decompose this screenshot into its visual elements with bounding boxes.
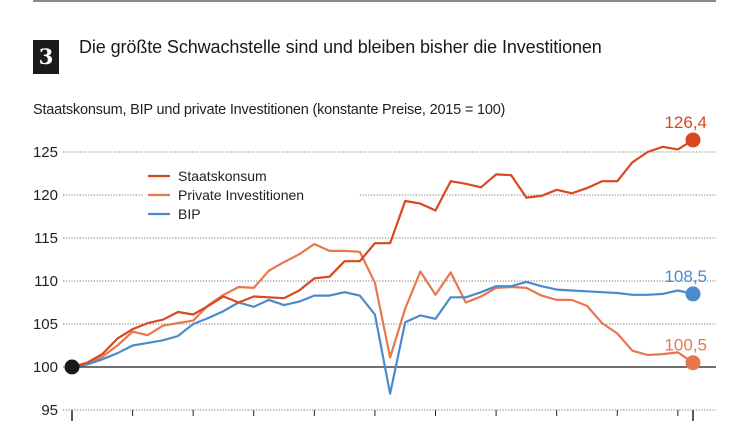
legend-label: Private Investitionen: [178, 187, 304, 203]
y-tick-label: 95: [41, 402, 58, 419]
y-tick-label: 120: [33, 187, 58, 204]
y-axis: 95 100 105 110 115 120 125: [33, 144, 58, 419]
chart-headline: Die größte Schwachstelle sind und bleibe…: [79, 37, 602, 57]
y-tick-label: 105: [33, 316, 58, 333]
chart-subtitle: Staatskonsum, BIP und private Investitio…: [33, 102, 506, 118]
end-point-marker: [685, 355, 701, 371]
grid-layer: [63, 151, 716, 411]
series-line-bip: [70, 280, 695, 395]
y-tick-label: 100: [33, 359, 58, 376]
y-tick-label: 110: [34, 273, 58, 290]
marker-layer: 126,4 100,5 108,5: [64, 113, 707, 375]
legend-label: BIP: [178, 206, 201, 222]
legend-label: Staatskonsum: [178, 168, 267, 184]
end-value-label: 108,5: [664, 267, 707, 286]
legend: Staatskonsum Private Investitionen BIP: [144, 166, 359, 225]
legend-background: [144, 166, 359, 225]
series-layer: [70, 138, 695, 395]
chart-number-badge: 3: [33, 40, 59, 74]
series-line-private-investitionen: [70, 242, 695, 369]
end-point-marker: [685, 132, 701, 148]
end-value-label: 126,4: [664, 113, 707, 132]
series-line-staatskonsum: [70, 138, 695, 369]
start-point-marker: [64, 359, 80, 375]
y-tick-label: 125: [33, 144, 58, 161]
x-axis: [71, 410, 694, 421]
end-point-marker: [685, 286, 701, 302]
end-value-label: 100,5: [664, 336, 707, 355]
y-tick-label: 115: [34, 230, 58, 247]
top-divider: [33, 0, 716, 2]
